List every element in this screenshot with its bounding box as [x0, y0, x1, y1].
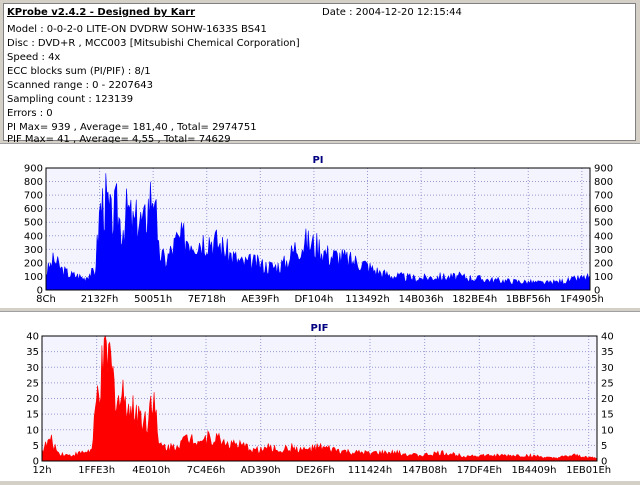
- info-panel: KProbe v2.4.2 - Designed by Karr Date : …: [3, 3, 636, 145]
- y-tick-right: 30: [601, 363, 614, 374]
- x-tick-label: 50051h: [134, 294, 172, 305]
- y-tick-right: 800: [594, 177, 613, 188]
- y-tick-right: 15: [601, 410, 614, 421]
- x-tick-label: 1BBF56h: [506, 294, 551, 305]
- y-tick-left: 25: [26, 378, 39, 389]
- chart-title: PI: [312, 155, 323, 166]
- y-tick-left: 0: [37, 286, 43, 297]
- x-tick-label: 4E010h: [132, 465, 170, 476]
- chart-title: PIF: [311, 323, 329, 334]
- y-tick-right: 25: [601, 378, 614, 389]
- y-tick-right: 100: [594, 272, 613, 283]
- x-tick-label: 2132Fh: [81, 294, 119, 305]
- info-ecc-blocks: ECC blocks sum (PI/PIF) : 8/1: [7, 66, 151, 77]
- y-tick-right: 400: [594, 231, 613, 242]
- y-tick-left: 15: [26, 410, 39, 421]
- x-tick-label: 14B036h: [399, 294, 444, 305]
- y-tick-left: 700: [24, 191, 43, 202]
- y-tick-right: 10: [601, 425, 614, 436]
- y-tick-right: 35: [601, 347, 614, 358]
- info-speed: Speed : 4x: [7, 52, 61, 63]
- y-tick-right: 700: [594, 191, 613, 202]
- y-tick-right: 40: [601, 332, 614, 343]
- y-tick-left: 20: [26, 394, 39, 405]
- x-tick-label: 111424h: [348, 465, 393, 476]
- info-model: Model : 0-0-2-0 LITE-ON DVDRW SOHW-1633S…: [7, 24, 267, 35]
- pi-series: [45, 173, 591, 291]
- x-tick-label: AD390h: [241, 465, 281, 476]
- app-title: KProbe v2.4.2 - Designed by Karr: [7, 7, 196, 18]
- y-tick-right: 0: [594, 286, 600, 297]
- scan-date: Date : 2004-12-20 12:15:44: [322, 7, 462, 18]
- y-tick-left: 100: [24, 272, 43, 283]
- plot-frame: [41, 335, 598, 462]
- y-tick-left: 400: [24, 231, 43, 242]
- y-tick-left: 500: [24, 218, 43, 229]
- y-tick-left: 35: [26, 347, 39, 358]
- x-tick-label: 113492h: [345, 294, 390, 305]
- x-tick-label: 7E718h: [188, 294, 226, 305]
- y-tick-left: 5: [33, 441, 39, 452]
- info-pi-stats: PI Max= 939 , Average= 181,40 , Total= 2…: [7, 122, 257, 133]
- info-disc: Disc : DVD+R , MCC003 [Mitsubishi Chemic…: [7, 38, 300, 49]
- x-tick-label: 7C4E6h: [187, 465, 226, 476]
- y-tick-left: 10: [26, 425, 39, 436]
- y-tick-left: 800: [24, 177, 43, 188]
- x-tick-label: DE26Fh: [296, 465, 335, 476]
- y-tick-right: 0: [601, 457, 607, 468]
- y-tick-left: 0: [33, 457, 39, 468]
- x-tick-label: 1FFE3h: [78, 465, 115, 476]
- y-tick-right: 20: [601, 394, 614, 405]
- pi-chart: PI 0 0 100 100 200 200 300 300 400 400 500 500 600 600…: [24, 155, 613, 305]
- x-tick-label: AE39Fh: [241, 294, 279, 305]
- y-tick-left: 300: [24, 245, 43, 256]
- y-tick-left: 30: [26, 363, 39, 374]
- y-tick-left: 600: [24, 204, 43, 215]
- pi-chart-panel: PI 0 0 100 100 200 200 300 300 400 400 500 500 600 600…: [0, 143, 640, 308]
- x-tick-label: 12h: [32, 465, 51, 476]
- y-tick-left: 200: [24, 258, 43, 269]
- info-pif-stats: PIF Max= 41 , Average= 4,55 , Total= 746…: [7, 134, 231, 145]
- y-tick-right: 600: [594, 204, 613, 215]
- x-tick-label: 147B08h: [402, 465, 447, 476]
- y-tick-right: 900: [594, 164, 613, 175]
- x-tick-label: 8Ch: [36, 294, 56, 305]
- y-tick-left: 40: [26, 332, 39, 343]
- y-tick-right: 300: [594, 245, 613, 256]
- pif-series: [41, 334, 598, 462]
- plot-frame: [45, 167, 591, 291]
- pif-chart: PIF 0 0 5 5 10 10 15 15 20 20 25 25 30 30 35 35 40 40 12h 1F…: [26, 323, 614, 476]
- info-scanned-range: Scanned range : 0 - 2207643: [7, 80, 153, 91]
- y-tick-right: 500: [594, 218, 613, 229]
- info-errors: Errors : 0: [7, 108, 53, 119]
- y-tick-left: 900: [24, 164, 43, 175]
- x-tick-label: 1F4905h: [560, 294, 604, 305]
- x-tick-label: 1EB01Eh: [566, 465, 611, 476]
- x-tick-label: 17DF4Eh: [457, 465, 502, 476]
- x-tick-label: 1B4409h: [511, 465, 556, 476]
- y-tick-right: 5: [601, 441, 607, 452]
- pif-chart-panel: PIF 0 0 5 5 10 10 15 15 20 20 25 25 30 30 35 35 40 40 12h 1F…: [0, 311, 640, 481]
- x-tick-label: 182BE4h: [452, 294, 497, 305]
- y-tick-right: 200: [594, 258, 613, 269]
- x-tick-label: DF104h: [294, 294, 333, 305]
- info-sampling-count: Sampling count : 123139: [7, 94, 134, 105]
